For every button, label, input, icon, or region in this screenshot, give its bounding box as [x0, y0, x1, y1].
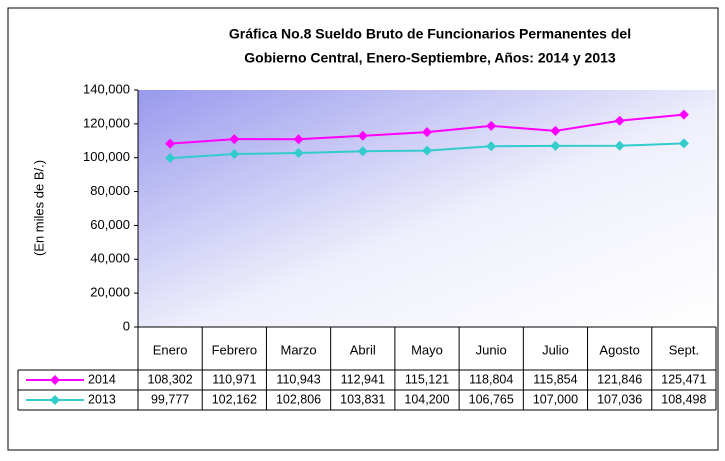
x-tick-label: Junio: [476, 342, 507, 357]
y-tick-label: 100,000: [83, 149, 130, 164]
chart-title: Gráfica No.8 Sueldo Bruto de Funcionario…: [229, 26, 631, 42]
y-tick-label: 40,000: [90, 251, 130, 266]
table-value: 108,498: [661, 392, 706, 406]
marker: [165, 138, 176, 149]
plot-area: [138, 90, 716, 327]
table-value: 107,000: [533, 392, 578, 406]
table-value: 121,846: [597, 372, 642, 386]
marker: [678, 138, 689, 149]
marker: [678, 109, 689, 120]
x-tick-label: Julio: [542, 342, 569, 357]
table-value: 102,162: [212, 392, 257, 406]
table-value: 106,765: [469, 392, 514, 406]
marker: [614, 115, 625, 126]
table-value: 104,200: [404, 392, 449, 406]
marker: [614, 140, 625, 151]
legend-marker: [50, 395, 60, 405]
marker: [229, 134, 240, 145]
x-tick-label: Agosto: [599, 342, 639, 357]
marker: [165, 153, 176, 164]
x-tick-label: Febrero: [212, 342, 258, 357]
marker: [293, 134, 304, 145]
y-tick-label: 0: [123, 318, 130, 333]
table-value: 103,831: [340, 392, 385, 406]
table-value: 118,804: [469, 372, 513, 386]
table-value: 108,302: [148, 372, 193, 386]
marker: [229, 149, 240, 160]
marker: [486, 120, 497, 131]
y-tick-label: 120,000: [83, 115, 130, 130]
chart-title: Gobierno Central, Enero-Septiembre, Años…: [244, 50, 616, 66]
table-value: 99,777: [151, 392, 189, 406]
table-value: 110,971: [212, 372, 256, 386]
table-value: 110,943: [276, 372, 320, 386]
table-value: 125,471: [661, 372, 706, 386]
y-tick-label: 60,000: [90, 217, 130, 232]
marker: [486, 141, 497, 152]
marker: [422, 127, 432, 138]
table-value: 115,121: [405, 372, 449, 386]
marker: [422, 145, 432, 156]
marker: [550, 125, 561, 136]
legend-label: 2013: [88, 392, 116, 406]
y-tick-label: 80,000: [90, 183, 130, 198]
table-value: 107,036: [597, 392, 642, 406]
marker: [293, 147, 304, 158]
y-axis-label: (En miles de B/.): [31, 160, 46, 256]
marker: [357, 146, 368, 157]
x-tick-label: Enero: [153, 342, 188, 357]
table-value: 112,941: [341, 372, 385, 386]
x-tick-label: Abril: [350, 342, 376, 357]
marker: [357, 130, 368, 141]
y-tick-label: 20,000: [90, 285, 130, 300]
x-tick-label: Marzo: [280, 342, 316, 357]
x-tick-label: Sept.: [669, 342, 699, 357]
y-tick-label: 140,000: [83, 81, 130, 96]
table-value: 115,854: [533, 372, 577, 386]
x-tick-label: Mayo: [411, 342, 443, 357]
marker: [550, 140, 561, 151]
legend-marker: [50, 375, 60, 385]
legend-label: 2014: [88, 372, 116, 386]
table-value: 102,806: [276, 392, 321, 406]
